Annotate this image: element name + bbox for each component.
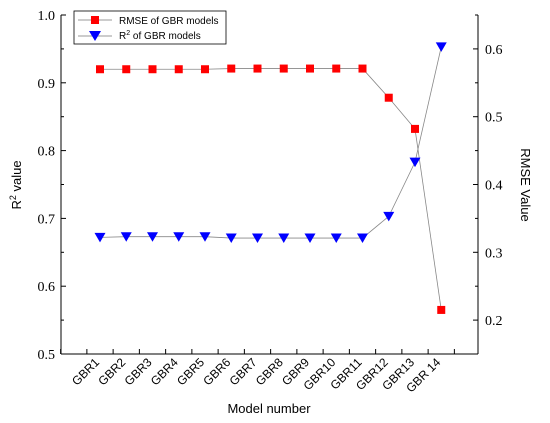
y-right-tick-label: 0.3	[485, 246, 503, 261]
rmse-point	[384, 93, 393, 102]
rmse-point	[122, 65, 131, 74]
y-left-tick-label: 1.0	[38, 9, 56, 24]
r2-point	[357, 233, 368, 244]
y-right-tick-label: 0.4	[485, 179, 503, 194]
legend-label-r2: R2 of GBR models	[119, 30, 201, 42]
rmse-point	[279, 64, 288, 73]
r2-point	[173, 232, 185, 242]
r2-point	[199, 232, 211, 242]
x-tick-label: GBR6	[200, 355, 233, 388]
x-tick-label: GBR8	[253, 355, 286, 388]
legend-label-rmse: RMSE of GBR models	[119, 16, 218, 27]
x-axis-title: Model number	[227, 401, 311, 416]
rmse-point	[358, 64, 367, 73]
right-axis-ticks: 0.2 0.3 0.4 0.5 0.6	[473, 14, 503, 355]
y-left-tick-label: 0.5	[38, 348, 56, 363]
series-line-0	[100, 68, 442, 310]
x-tick-label: GBR1	[69, 355, 102, 388]
left-axis-ticks: 0.5 0.6 0.7 0.8 0.9 1.0	[38, 9, 66, 363]
rmse-point	[227, 64, 236, 73]
y-left-tick-label: 0.6	[38, 280, 56, 295]
r2-point	[252, 233, 263, 244]
series-layer	[94, 42, 447, 314]
y-axis-left-title-suffix: value	[9, 160, 24, 195]
legend-box	[73, 10, 227, 45]
rmse-point	[306, 64, 314, 73]
x-tick-label: GBR5	[174, 355, 207, 388]
series-line-1	[99, 46, 442, 239]
r2-point	[435, 42, 447, 52]
x-tick-label: GBR3	[122, 355, 155, 388]
legend-marker-r2	[89, 31, 101, 41]
y-axis-right-title: RMSE Value	[518, 148, 533, 221]
y-right-tick-label: 0.5	[485, 111, 503, 126]
y-axis-left-title: R2 value	[8, 160, 24, 209]
rmse-point	[253, 64, 262, 73]
x-tick-label: GBR2	[95, 355, 128, 388]
y-axis-left-title-sup: 2	[8, 195, 18, 200]
rmse-point	[411, 124, 419, 133]
rmse-point	[437, 305, 446, 314]
r2-point	[330, 233, 342, 244]
r2-point	[147, 232, 158, 242]
y-right-tick-label: 0.6	[485, 43, 503, 58]
rmse-point	[201, 65, 209, 74]
y-left-tick-label: 0.7	[38, 212, 56, 227]
rmse-point	[148, 65, 157, 74]
r2-point	[383, 211, 395, 222]
r2-point	[94, 232, 106, 243]
r2-point	[120, 232, 132, 242]
x-tick-label: GBR7	[227, 355, 260, 388]
legend-label-r2-main: R	[119, 31, 126, 42]
legend-label-r2-rest: of GBR models	[130, 31, 201, 42]
rmse-point	[96, 65, 104, 74]
legend-label-r2-sup: 2	[126, 30, 130, 37]
legend: RMSE of GBR models R2 of GBR models	[73, 10, 227, 45]
r2-point	[278, 233, 290, 244]
r2-point	[409, 157, 421, 168]
y-left-tick-label: 0.9	[38, 77, 56, 92]
rmse-point	[174, 65, 183, 74]
y-right-tick-label: 0.2	[485, 314, 503, 329]
legend-marker-rmse	[91, 16, 99, 24]
r2-point	[225, 233, 237, 244]
y-left-tick-label: 0.8	[38, 145, 56, 160]
rmse-point	[332, 64, 341, 73]
r2-point	[304, 233, 316, 244]
x-axis-ticks: GBR1GBR2GBR3GBR4GBR5GBR6GBR7GBR8GBR9GBR1…	[60, 349, 455, 395]
y-axis-left-title-main: R	[9, 200, 24, 209]
x-tick-label: GBR4	[148, 355, 181, 388]
